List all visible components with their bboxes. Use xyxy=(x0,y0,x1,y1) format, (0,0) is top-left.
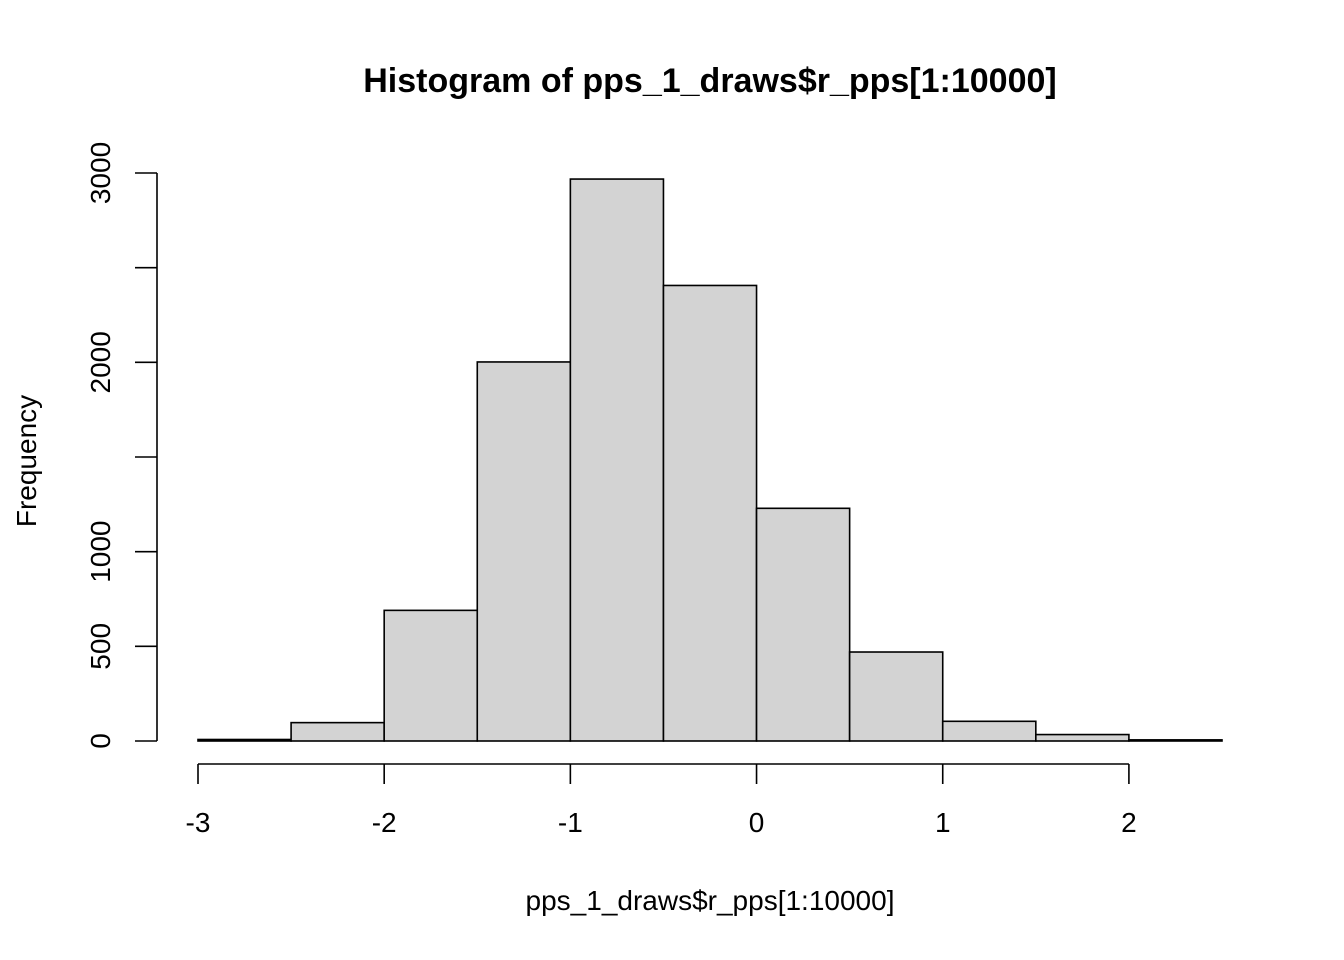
y-axis: 0 500 1000 2000 3000 xyxy=(85,142,158,749)
histogram-bar-1 xyxy=(290,721,385,742)
y-tick-label-1: 500 xyxy=(85,623,116,670)
histogram-bar-6 xyxy=(755,507,851,742)
x-tick-label-2: -1 xyxy=(558,807,583,838)
histogram-bar-2 xyxy=(383,609,479,742)
histogram-bar-3 xyxy=(476,361,572,742)
x-axis-label: pps_1_draws$r_pps[1:10000] xyxy=(526,885,895,916)
x-tick-label-3: 0 xyxy=(749,807,765,838)
y-axis-label: Frequency xyxy=(11,395,42,527)
histogram-bar-4 xyxy=(569,178,665,742)
histogram-bar-10 xyxy=(1128,739,1223,742)
bars-group xyxy=(197,178,1223,742)
y-tick-label-0: 0 xyxy=(85,733,116,749)
x-tick-label-1: -2 xyxy=(372,807,397,838)
x-tick-label-5: 2 xyxy=(1121,807,1137,838)
histogram-bar-8 xyxy=(941,720,1037,742)
x-tick-label-0: -3 xyxy=(186,807,211,838)
histogram-bar-5 xyxy=(662,284,758,742)
histogram-bar-9 xyxy=(1035,733,1130,742)
histogram-bar-0 xyxy=(197,738,292,742)
chart-title: Histogram of pps_1_draws$r_pps[1:10000] xyxy=(363,62,1056,100)
x-tick-label-4: 1 xyxy=(935,807,951,838)
y-tick-label-6: 3000 xyxy=(85,142,116,204)
histogram-bar-7 xyxy=(848,651,944,742)
y-tick-label-4: 2000 xyxy=(85,331,116,393)
x-axis: -3 -2 -1 0 1 2 xyxy=(186,763,1137,838)
y-tick-label-2: 1000 xyxy=(85,521,116,583)
